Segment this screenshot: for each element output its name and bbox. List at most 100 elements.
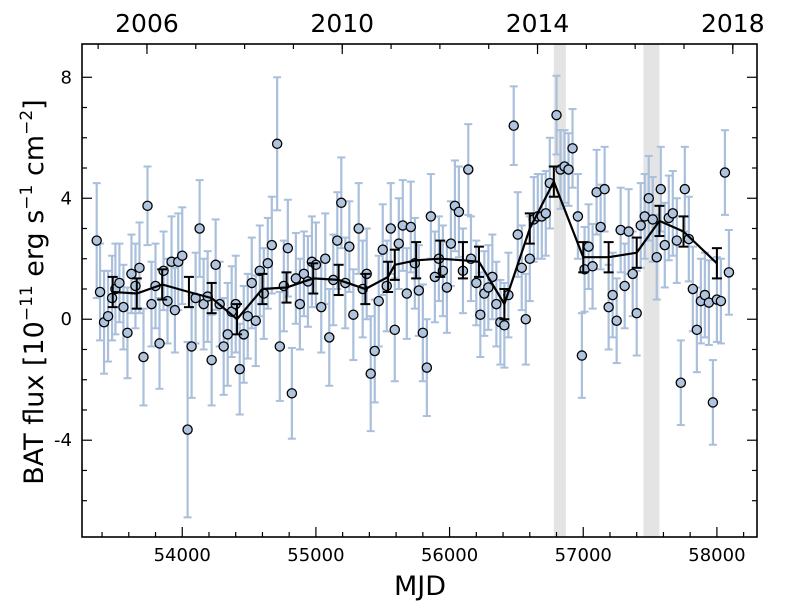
top-axis-year-label: 2006 [115,9,179,38]
data-point [675,377,687,388]
data-point [210,259,221,271]
x-tick-label: 55000 [287,545,344,566]
data-point [182,424,193,435]
data-point [540,208,552,219]
data-point [576,350,588,361]
data-point [508,120,519,131]
data-point [158,265,169,277]
data-point [320,253,331,264]
data-point [102,310,114,322]
x-tick-label: 57000 [555,545,612,566]
y-axis-label-exp: −11 [17,285,37,321]
data-point [595,221,606,233]
data-point [294,298,306,310]
data-point [491,298,502,310]
shaded-regions [553,44,660,537]
data-point [679,183,691,195]
data-point [401,288,413,299]
data-point [499,320,510,331]
x-axis-label: MJD [394,571,446,602]
data-point [162,295,173,307]
data-point [611,315,622,326]
data-point [583,241,594,252]
data-point [393,238,405,249]
data-point [262,258,274,269]
data-point [290,273,302,284]
axis-ticks: 54000 55000 56000 57000 58000 2006 2010 2014 201… [54,9,765,566]
data-point [524,253,536,264]
data-point [475,309,486,320]
data-point [567,143,578,154]
data-point [607,289,618,301]
data-point [691,324,703,336]
data-point [186,341,197,352]
data-point [94,286,106,298]
data-point [659,239,671,251]
data-point [194,223,205,234]
y-tick-label: 0 [61,309,72,330]
data-point [118,301,129,313]
data-point [242,310,253,322]
data-point [572,211,584,222]
binned-curve [107,165,722,336]
data-point [655,183,667,195]
data-point [316,301,327,313]
data-point [417,327,429,339]
data-point [365,368,376,379]
data-point [421,362,433,373]
top-axis-year-label: 2010 [310,9,374,38]
data-point [563,164,574,175]
data-point [324,332,335,343]
data-point [282,242,294,254]
y-axis-label-exp: −1 [17,185,37,210]
data-point [234,363,245,375]
data-point [353,223,364,234]
data-point [336,197,347,209]
data-point [176,250,188,261]
data-point [369,345,380,357]
data-point [687,283,699,295]
shaded-region [643,44,660,537]
data-point [286,388,298,399]
data-point [405,221,417,233]
data-point [441,282,453,293]
y-axis-label: BAT flux [10−11 erg s−1 cm−2] [17,99,50,484]
data-point [471,277,482,289]
plot-frame [81,43,758,538]
data-point [413,285,425,296]
y-tick-label: 4 [61,188,72,209]
data-point [274,341,286,352]
data-point [599,183,610,195]
data-point [332,235,343,246]
data-point [218,341,229,352]
data-point [512,229,523,240]
data-point [651,251,663,263]
data-point [206,354,217,366]
data-point [91,235,102,246]
data-point [146,298,157,310]
data-point [348,309,359,320]
data-point [643,193,654,204]
data-point [603,301,614,313]
data-point [266,239,278,251]
data-point [631,307,642,319]
y-tick-label: -4 [54,430,72,451]
data-point [707,397,719,408]
data-point [425,211,437,222]
x-tick-label: 56000 [421,545,478,566]
data-point [344,241,355,252]
data-point [667,208,679,219]
data-point [169,304,181,316]
y-axis-label-part: BAT flux [10 [19,321,50,485]
data-point [134,262,145,274]
data-point [373,295,384,307]
data-point [551,109,562,121]
top-axis-year-label: 2018 [701,9,765,38]
binned-line [112,178,718,321]
data-point [377,244,388,255]
data-point [142,200,153,212]
data-point [483,282,494,293]
data-point [130,280,141,292]
data-point [114,277,125,289]
